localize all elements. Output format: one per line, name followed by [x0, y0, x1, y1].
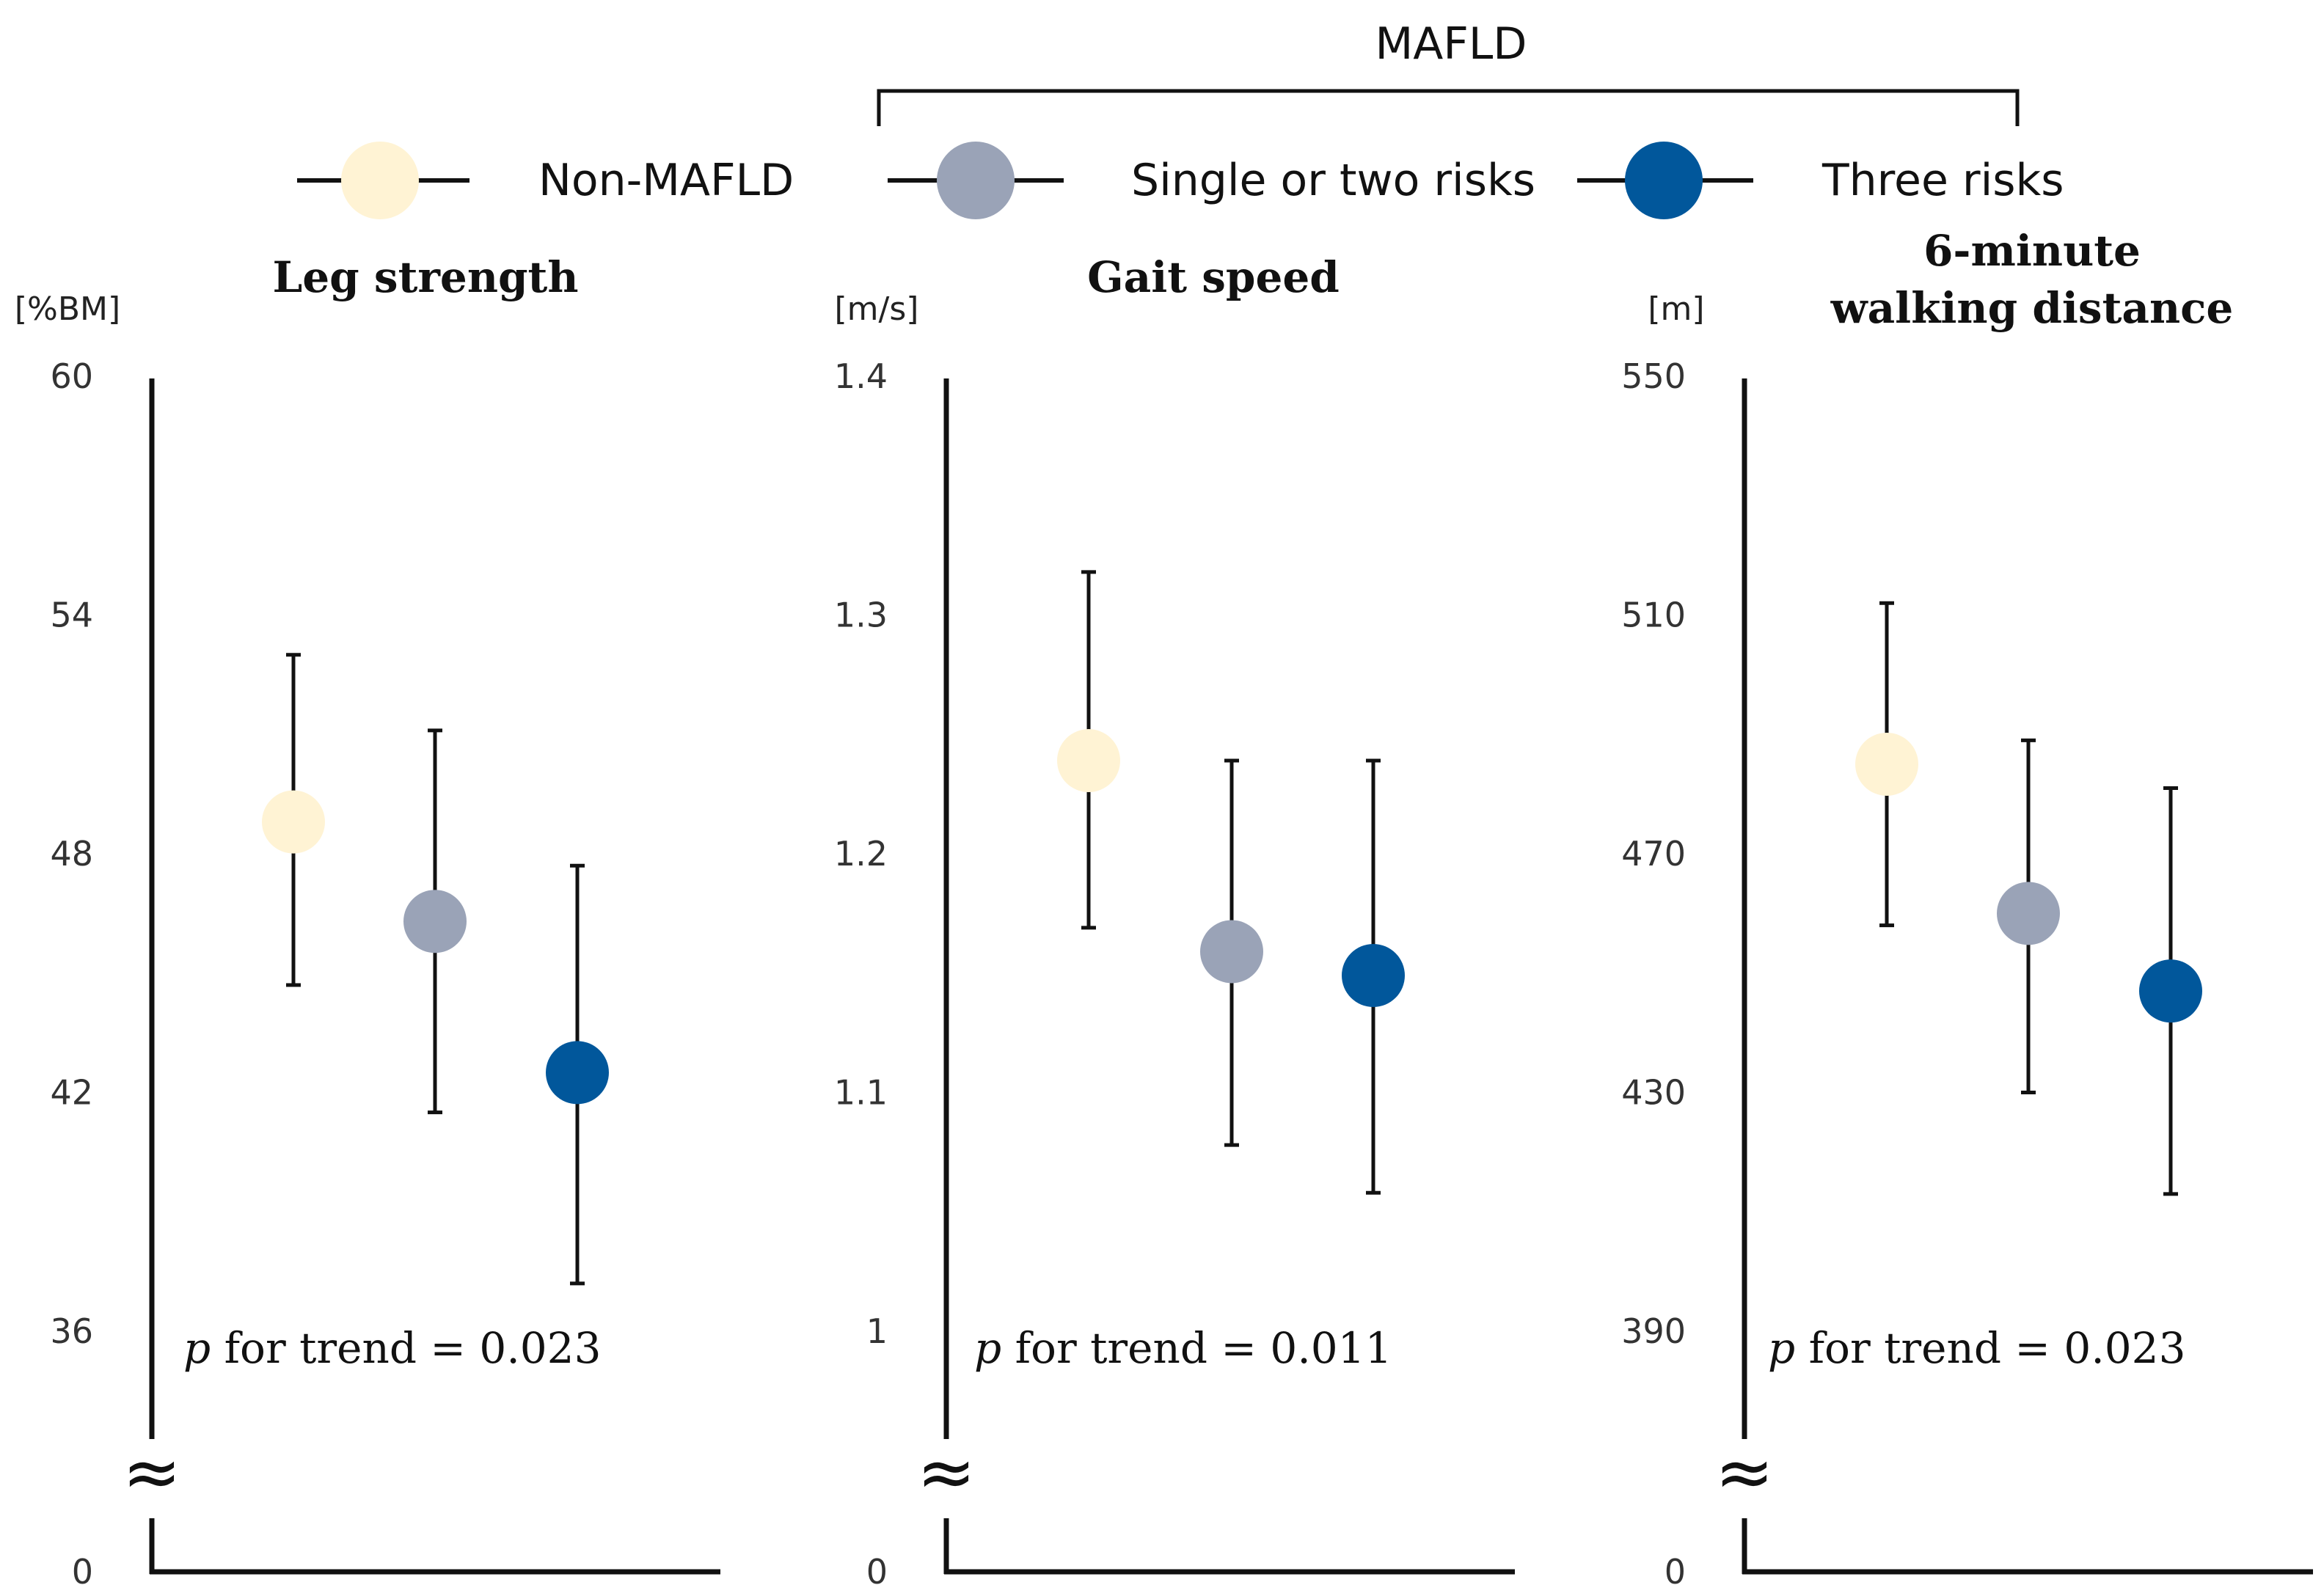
data-point [546, 1041, 609, 1105]
data-point [262, 790, 325, 854]
chart-panels: Leg strength [%BM] 60 54 48 42 36 0 ≈ p for trend… [15, 226, 2313, 1592]
p-trend-text: for trend = 0.023 [1795, 1323, 2185, 1373]
legend-marker [937, 142, 1015, 219]
data-point [1342, 944, 1405, 1008]
data-point-group [1997, 738, 2060, 1094]
p-trend-text: for trend = 0.011 [1001, 1323, 1392, 1373]
y-tick-label: 430 [1621, 1073, 1686, 1113]
mafld-bracket [877, 89, 2020, 126]
data-point-group [1057, 570, 1120, 930]
y-tick-label-zero: 0 [1665, 1552, 1686, 1592]
axis-break-symbol: ≈ [123, 1431, 181, 1513]
data-point [403, 890, 467, 953]
data-point-group [1855, 601, 1918, 928]
data-point-group [262, 653, 325, 987]
data-point-group [1200, 758, 1263, 1147]
y-axis-unit: [m] [1648, 290, 1704, 328]
p-symbol: p [183, 1323, 211, 1373]
y-tick-label: 1.4 [834, 356, 888, 396]
y-tick-label: 48 [50, 834, 93, 874]
y-tick-label: 1.2 [834, 834, 888, 874]
data-point-group [403, 728, 467, 1115]
data-point [1997, 882, 2060, 945]
legend-item: Three risks [1577, 142, 2064, 219]
y-tick-label: 470 [1621, 834, 1686, 874]
p-symbol: p [1768, 1323, 1795, 1373]
chart-panel: Gait speed [m/s] 1.4 1.3 1.2 1.1 1 0 ≈ p for tren… [834, 252, 1515, 1592]
mafld-bracket-label: MAFLD [1375, 18, 1527, 70]
legend-item: Single or two risks [888, 142, 1535, 219]
axis-break-symbol: ≈ [1715, 1431, 1774, 1513]
y-axis-unit: [%BM] [15, 290, 120, 328]
legend-label: Non-MAFLD [538, 155, 794, 206]
chart-title: Leg strength [272, 252, 578, 302]
data-point-group [546, 863, 609, 1286]
chart-panel: Leg strength [%BM] 60 54 48 42 36 0 ≈ p for trend… [15, 252, 720, 1592]
header: MAFLD Non-MAFLD Single or two risks Three … [297, 18, 2064, 219]
y-tick-label: 54 [50, 596, 93, 635]
y-tick-label-zero: 0 [72, 1552, 93, 1592]
chart-title: 6-minute [1923, 226, 2141, 276]
y-tick-label: 390 [1621, 1311, 1686, 1351]
legend-item: Non-MAFLD [297, 142, 794, 219]
p-trend-label: p for trend = 0.023 [1768, 1323, 2185, 1373]
chart-panel: 6-minute walking distance [m] 550 510 470 430 3… [1621, 226, 2313, 1592]
legend: Non-MAFLD Single or two risks Three risks [297, 142, 2064, 219]
data-point [1855, 732, 1918, 796]
y-tick-label-zero: 0 [866, 1552, 888, 1592]
y-tick-label: 36 [50, 1311, 93, 1351]
p-trend-text: for trend = 0.023 [211, 1323, 601, 1373]
axis-break-symbol: ≈ [917, 1431, 976, 1513]
y-tick-label: 60 [50, 356, 93, 396]
y-tick-label: 510 [1621, 596, 1686, 635]
y-tick-label: 42 [50, 1073, 93, 1113]
data-point [2139, 959, 2202, 1023]
y-tick-label: 1.1 [834, 1073, 888, 1113]
y-tick-label: 1 [866, 1311, 888, 1351]
legend-marker [341, 142, 419, 219]
data-point [1200, 920, 1263, 984]
data-point-group [1342, 758, 1405, 1195]
chart-title: walking distance [1830, 283, 2234, 333]
y-tick-label: 550 [1621, 356, 1686, 396]
legend-marker [1625, 142, 1703, 219]
data-point-group [2139, 786, 2202, 1196]
legend-label: Three risks [1821, 155, 2064, 206]
y-axis-unit: [m/s] [835, 290, 919, 328]
p-trend-label: p for trend = 0.023 [183, 1323, 601, 1373]
chart-title: Gait speed [1087, 252, 1340, 302]
legend-label: Single or two risks [1131, 155, 1535, 206]
data-point [1057, 729, 1120, 793]
y-tick-label: 1.3 [834, 596, 888, 635]
p-trend-label: p for trend = 0.011 [974, 1323, 1392, 1373]
p-symbol: p [974, 1323, 1001, 1373]
